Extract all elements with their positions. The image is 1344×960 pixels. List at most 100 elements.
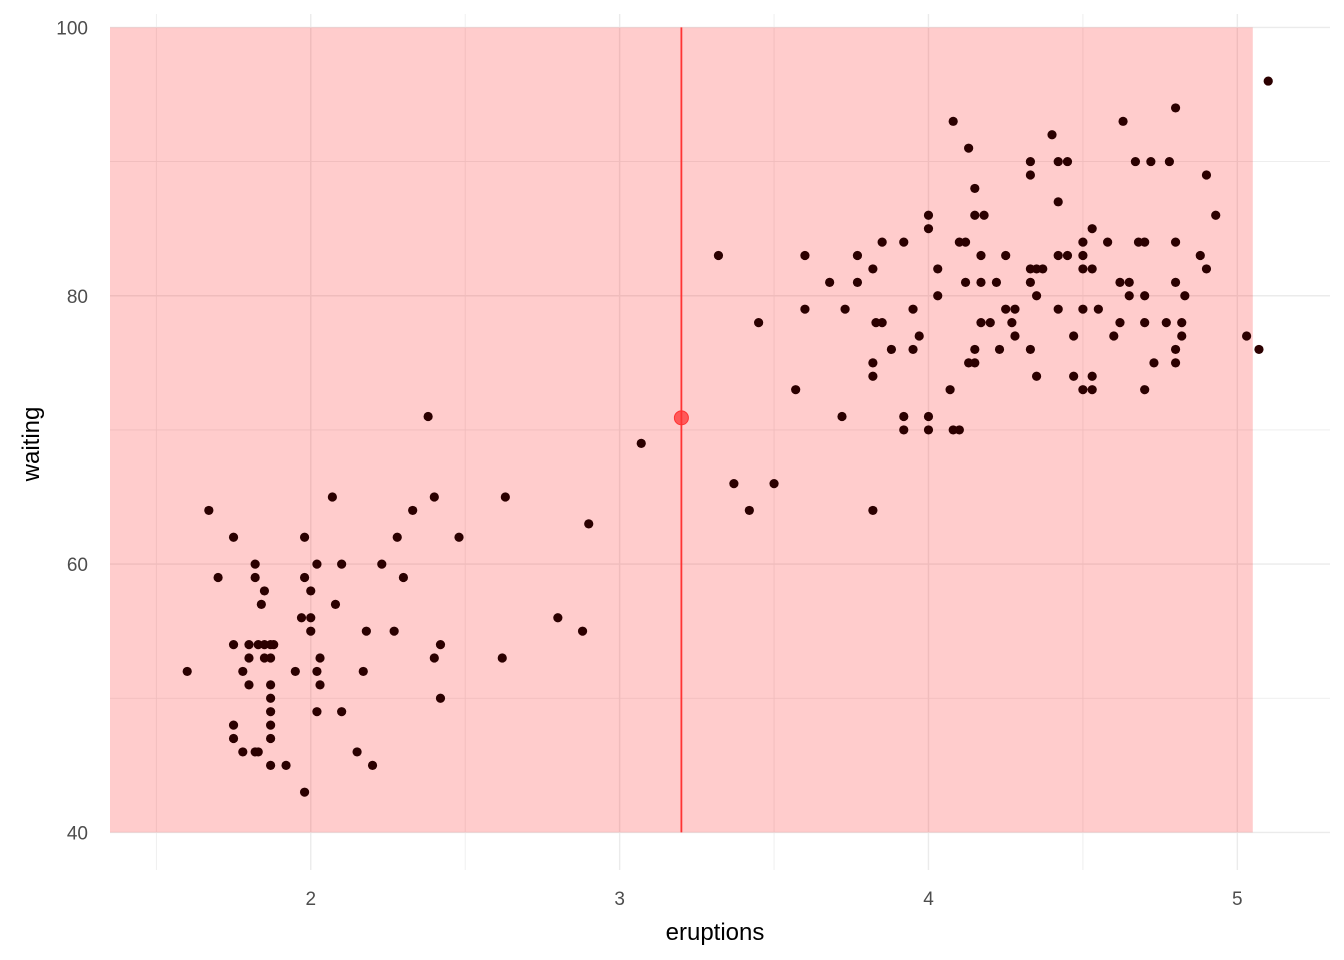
data-point [1001, 304, 1011, 314]
y-tick-label: 100 [56, 18, 88, 39]
data-point [244, 639, 254, 650]
data-point [991, 277, 1002, 287]
x-tick-label: 3 [614, 889, 625, 910]
data-point [327, 492, 337, 502]
data-point [1170, 277, 1181, 287]
data-point [337, 707, 347, 717]
data-point [553, 613, 563, 623]
data-point [1025, 170, 1036, 180]
data-point [923, 224, 934, 234]
data-point [429, 653, 439, 663]
data-point [1025, 156, 1036, 167]
data-points [182, 76, 1273, 797]
y-axis-ticks: 40 60 80 100 [56, 18, 88, 844]
data-point [306, 586, 316, 596]
data-point [250, 572, 260, 583]
data-point [769, 478, 779, 489]
data-point [290, 666, 300, 677]
data-point [367, 760, 378, 770]
data-point [408, 505, 418, 516]
data-point [228, 532, 239, 542]
data-point [250, 559, 260, 569]
data-point [312, 559, 322, 569]
data-point [1087, 264, 1097, 274]
data-point [976, 317, 986, 328]
data-point [299, 572, 310, 583]
data-point [306, 613, 316, 623]
data-point [825, 277, 835, 287]
data-point [429, 492, 439, 502]
data-point [577, 626, 588, 636]
data-point [945, 385, 955, 395]
data-point [877, 317, 887, 328]
data-point [923, 210, 934, 220]
data-point [266, 720, 276, 730]
data-point [389, 626, 399, 636]
data-point [1078, 385, 1088, 395]
data-point [970, 344, 980, 355]
data-point [358, 666, 368, 677]
x-axis-title: eruptions [666, 919, 765, 946]
data-point [1201, 264, 1212, 274]
data-point [238, 666, 248, 677]
data-point [244, 653, 254, 663]
y-tick-label: 40 [67, 823, 88, 844]
data-point [713, 250, 724, 261]
data-point [296, 613, 307, 623]
data-point [244, 680, 254, 690]
data-point [1069, 371, 1079, 381]
data-point [266, 693, 276, 703]
data-point [1170, 358, 1181, 368]
data-point [840, 304, 850, 314]
data-point [1031, 291, 1042, 301]
data-point [886, 344, 897, 355]
data-point [1115, 277, 1125, 287]
data-point [908, 344, 918, 355]
data-point [1118, 116, 1128, 126]
data-point [253, 747, 263, 757]
data-point [238, 747, 248, 757]
data-point [1010, 331, 1020, 341]
data-point [256, 599, 266, 609]
data-point [266, 653, 276, 663]
data-point [1170, 237, 1181, 247]
data-point [852, 277, 863, 287]
data-point [377, 559, 387, 569]
data-point [259, 586, 270, 596]
data-point [1093, 304, 1103, 314]
data-point [852, 250, 863, 261]
data-point [1103, 237, 1113, 247]
data-point [228, 720, 239, 730]
data-point [729, 478, 739, 489]
data-point [1130, 156, 1141, 167]
data-point [1062, 156, 1073, 167]
data-point [1078, 304, 1088, 314]
data-point [1140, 317, 1150, 328]
data-point [868, 505, 878, 516]
data-point [435, 693, 446, 703]
data-point [837, 411, 847, 422]
data-point [923, 425, 934, 435]
data-point [1164, 156, 1174, 167]
data-point [266, 680, 276, 690]
data-point [1078, 250, 1088, 261]
data-point [754, 317, 764, 328]
data-point [423, 411, 433, 422]
data-point [1078, 237, 1088, 247]
data-point [266, 707, 276, 717]
data-point [994, 344, 1005, 355]
data-point [228, 733, 239, 744]
data-point [744, 505, 754, 516]
data-point [899, 411, 909, 422]
data-point [497, 653, 507, 663]
data-point [791, 385, 801, 395]
data-point [1177, 331, 1187, 341]
data-point [337, 559, 347, 569]
data-point [914, 331, 924, 341]
data-point [299, 787, 310, 797]
data-point [1007, 317, 1017, 328]
data-point [398, 572, 409, 583]
data-point [269, 639, 279, 650]
data-point [948, 116, 958, 126]
data-point [908, 304, 918, 314]
